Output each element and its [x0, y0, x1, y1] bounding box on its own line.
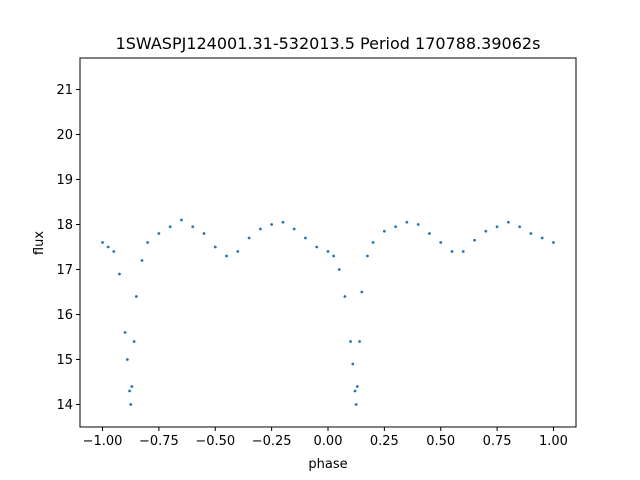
- data-point: [343, 295, 347, 298]
- data-point: [180, 218, 183, 222]
- y-tick-label: 17: [56, 263, 73, 278]
- data-point: [123, 331, 127, 334]
- data-point: [428, 232, 431, 235]
- data-point: [439, 241, 443, 244]
- data-point: [529, 232, 533, 235]
- data-point: [191, 225, 195, 229]
- data-point: [552, 241, 555, 244]
- data-point: [495, 225, 499, 229]
- data-point: [304, 236, 307, 240]
- data-point: [506, 220, 510, 224]
- data-point: [140, 259, 144, 262]
- data-point: [270, 223, 274, 226]
- data-point: [473, 238, 476, 242]
- data-point: [128, 389, 132, 393]
- plot-frame: [79, 57, 577, 428]
- data-points: [101, 218, 555, 406]
- data-point: [132, 340, 136, 343]
- data-point: [129, 403, 133, 406]
- data-point: [130, 385, 134, 388]
- data-point: [366, 254, 369, 258]
- x-axis-label: phase: [308, 457, 347, 472]
- axis-ticks: −1.00 −0.75 −0.50 −0.25 0.00 0.25 0.50 0.75 1.00…: [56, 83, 567, 449]
- data-point: [416, 223, 420, 226]
- data-point: [125, 358, 129, 361]
- x-tick-label: 1.00: [539, 434, 568, 449]
- data-point: [157, 232, 161, 235]
- data-point: [225, 254, 228, 258]
- chart-title: 1SWASPJ124001.31-532013.5 Period 170788.…: [116, 34, 541, 53]
- data-point: [168, 225, 172, 229]
- data-point: [326, 250, 330, 253]
- data-point: [349, 340, 352, 343]
- data-point: [281, 220, 285, 224]
- y-tick-label: 16: [56, 308, 73, 323]
- data-point: [101, 241, 104, 244]
- data-point: [202, 232, 206, 235]
- data-point: [540, 236, 544, 240]
- x-tick-label: −0.50: [195, 434, 235, 449]
- y-tick-label: 18: [56, 218, 73, 233]
- data-point: [518, 225, 522, 229]
- data-point: [450, 250, 454, 253]
- y-tick-label: 19: [56, 173, 73, 188]
- x-tick-label: 0.75: [483, 434, 512, 449]
- x-tick-label: −0.25: [252, 434, 292, 449]
- data-point: [354, 403, 358, 406]
- data-point: [382, 229, 386, 233]
- y-tick-label: 14: [56, 398, 73, 413]
- data-point: [360, 290, 364, 294]
- x-tick-label: 0.50: [426, 434, 455, 449]
- data-point: [351, 362, 355, 366]
- y-tick-label: 21: [56, 83, 73, 98]
- data-point: [258, 227, 262, 231]
- x-tick-label: 0.00: [314, 434, 343, 449]
- data-point: [358, 340, 361, 343]
- data-point: [146, 241, 150, 244]
- data-point: [332, 254, 336, 258]
- y-axis-label: flux: [32, 231, 47, 255]
- data-point: [112, 250, 116, 253]
- y-tick-label: 20: [56, 128, 73, 143]
- data-point: [134, 295, 138, 298]
- data-point: [461, 250, 465, 253]
- data-point: [405, 220, 409, 224]
- x-tick-label: −1.00: [83, 434, 123, 449]
- data-point: [337, 268, 341, 271]
- data-point: [292, 227, 296, 231]
- data-point: [353, 389, 357, 393]
- data-point: [355, 385, 359, 388]
- x-tick-label: −0.75: [139, 434, 179, 449]
- data-point: [484, 229, 488, 233]
- data-point: [236, 250, 240, 253]
- data-point: [213, 245, 217, 249]
- data-point: [247, 236, 251, 240]
- data-point: [315, 245, 319, 249]
- x-tick-label: 0.25: [370, 434, 399, 449]
- y-tick-label: 15: [56, 353, 73, 368]
- data-point: [118, 272, 121, 276]
- data-point: [106, 245, 110, 249]
- data-point: [371, 241, 375, 244]
- data-point: [394, 225, 398, 229]
